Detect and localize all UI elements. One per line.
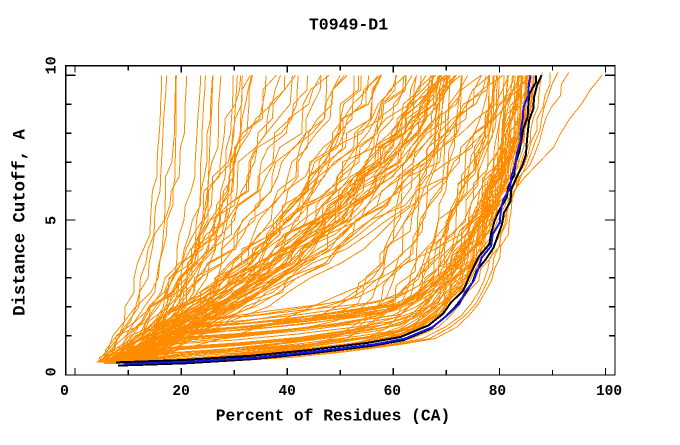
svg-text:5: 5	[44, 216, 61, 225]
svg-text:0: 0	[44, 367, 61, 376]
svg-text:80: 80	[489, 384, 506, 400]
svg-text:Distance Cutoff, A: Distance Cutoff, A	[12, 129, 31, 316]
svg-text:0: 0	[60, 384, 69, 400]
svg-text:40: 40	[278, 384, 295, 400]
svg-text:100: 100	[596, 384, 622, 400]
svg-text:60: 60	[384, 384, 401, 400]
svg-text:20: 20	[172, 384, 189, 400]
svg-text:10: 10	[44, 56, 61, 74]
svg-text:Percent of Residues (CA): Percent of Residues (CA)	[216, 407, 451, 426]
svg-text:T0949-D1: T0949-D1	[309, 16, 388, 35]
